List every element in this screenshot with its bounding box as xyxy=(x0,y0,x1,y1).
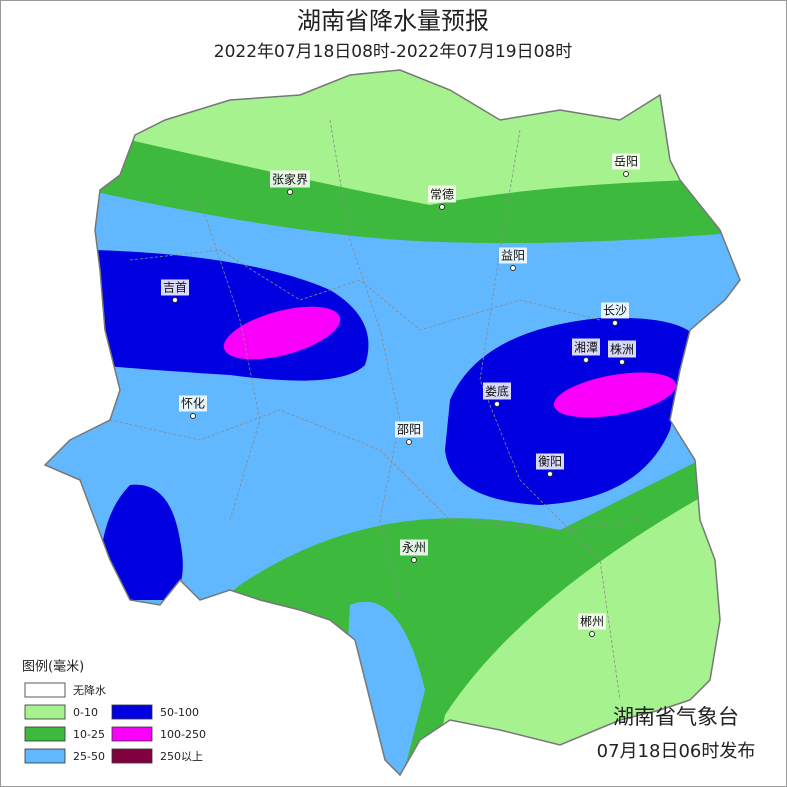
city: 娄底 xyxy=(482,382,512,407)
city: 邵阳 xyxy=(394,421,424,445)
legend-swatch xyxy=(111,704,153,720)
legend-label: 无降水 xyxy=(73,683,106,697)
city-label-bg xyxy=(571,338,601,356)
city-label-bg xyxy=(611,153,641,170)
city-marker xyxy=(494,401,500,407)
legend-label: 100-250 xyxy=(160,728,206,741)
legend-swatch xyxy=(24,748,66,764)
city: 益阳 xyxy=(498,247,528,271)
city: 岳阳 xyxy=(611,153,641,177)
city-marker xyxy=(583,357,589,363)
band-100-250 xyxy=(223,306,341,360)
band-100-250 xyxy=(553,372,677,418)
legend-swatch xyxy=(24,682,66,698)
city-name: 邵阳 xyxy=(397,423,421,437)
legend-label: 0-10 xyxy=(73,706,98,719)
county-borders xyxy=(109,119,641,701)
city-marker xyxy=(589,631,595,637)
city-marker xyxy=(439,204,445,210)
city: 郴州 xyxy=(577,613,607,637)
city-label-bg xyxy=(178,395,208,412)
city-marker xyxy=(190,413,196,419)
city-name: 株洲 xyxy=(610,342,634,357)
city-label-bg xyxy=(535,453,565,470)
issued-time: 07月18日06时发布 xyxy=(597,741,756,762)
city-name: 常德 xyxy=(430,187,454,202)
city-marker xyxy=(287,189,293,195)
legend-label: 25-50 xyxy=(73,750,105,763)
city-name: 湘潭 xyxy=(574,340,598,355)
city: 张家界 xyxy=(269,170,311,195)
city-label-bg xyxy=(498,247,528,264)
issuer: 湖南省气象台 xyxy=(613,705,739,729)
city: 长沙 xyxy=(600,302,630,326)
city-label-bg xyxy=(600,302,630,319)
city-label-bg xyxy=(269,170,311,188)
band-0-10 xyxy=(45,70,740,205)
city-name: 娄底 xyxy=(485,384,509,399)
subtitle: 2022年07月18日08时-2022年07月19日08时 xyxy=(214,42,572,62)
city-marker xyxy=(406,439,412,445)
title: 湖南省降水量预报 xyxy=(297,7,489,35)
legend-title: 图例(毫米) xyxy=(22,659,84,675)
city-label-bg xyxy=(607,340,637,358)
city: 吉首 xyxy=(160,279,190,303)
city-name: 长沙 xyxy=(603,304,627,318)
legend-swatch xyxy=(111,726,153,742)
city-label-bg xyxy=(394,421,424,438)
city-label-bg xyxy=(427,185,457,203)
city-label-bg xyxy=(482,382,512,400)
legend-swatch xyxy=(24,726,66,742)
legend: 图例(毫米) 无降水 0-10 10-25 25-50 50-100 100-250 250… xyxy=(22,659,206,764)
legend-swatch xyxy=(24,704,66,720)
city-marker xyxy=(623,171,629,177)
city: 湘潭 xyxy=(571,338,601,363)
city-marker xyxy=(510,265,516,271)
city-name: 吉首 xyxy=(163,281,187,295)
city-label-bg xyxy=(160,279,190,296)
city: 永州 xyxy=(399,539,429,563)
legend-swatch xyxy=(111,748,153,764)
city-name: 张家界 xyxy=(272,172,308,187)
city-label-bg xyxy=(577,613,607,630)
city-name: 岳阳 xyxy=(614,155,638,169)
city: 常德 xyxy=(427,185,457,210)
band-50-100 xyxy=(99,484,183,600)
city-marker xyxy=(619,359,625,365)
city-marker xyxy=(172,297,178,303)
city-marker xyxy=(547,471,553,477)
city-name: 益阳 xyxy=(501,249,525,263)
city: 株洲 xyxy=(607,340,637,365)
city-marker xyxy=(411,557,417,563)
city: 怀化 xyxy=(178,395,208,419)
city-marker xyxy=(612,320,618,326)
legend-label: 250以上 xyxy=(160,750,203,763)
city-name: 衡阳 xyxy=(538,455,562,469)
city-name: 怀化 xyxy=(181,397,205,411)
city-name: 郴州 xyxy=(580,615,604,629)
city-label-bg xyxy=(399,539,429,556)
legend-label: 50-100 xyxy=(160,706,199,719)
city: 衡阳 xyxy=(535,453,565,477)
city-name: 永州 xyxy=(402,541,426,555)
legend-label: 10-25 xyxy=(73,728,105,741)
